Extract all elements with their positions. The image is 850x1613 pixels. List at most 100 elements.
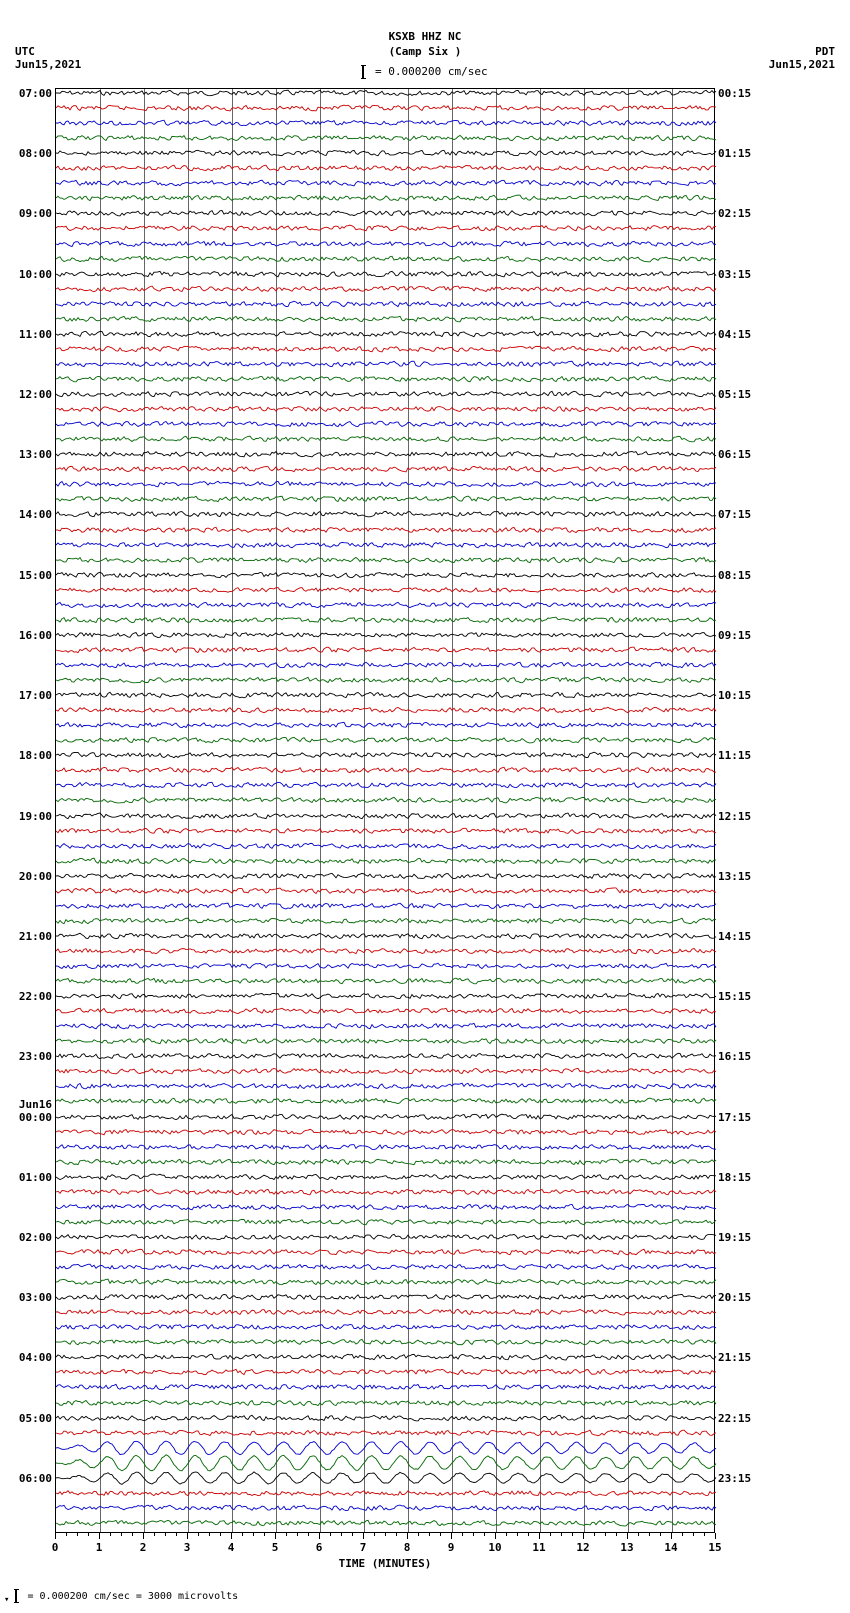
seismic-trace bbox=[56, 823, 714, 839]
utc-hour-label: 02:00 bbox=[19, 1231, 52, 1244]
pdt-hour-label: 07:15 bbox=[718, 508, 751, 521]
seismic-trace bbox=[56, 627, 714, 643]
seismic-trace bbox=[56, 326, 714, 342]
utc-hour-label: 01:00 bbox=[19, 1171, 52, 1184]
x-tick-minor bbox=[374, 1533, 375, 1536]
seismic-trace bbox=[56, 401, 714, 417]
utc-hour-label: 13:00 bbox=[19, 448, 52, 461]
seismic-trace bbox=[56, 928, 714, 944]
x-tick bbox=[275, 1533, 276, 1539]
seismic-trace bbox=[56, 160, 714, 176]
x-tick-minor bbox=[572, 1533, 573, 1536]
x-tick-label: 14 bbox=[664, 1541, 677, 1554]
utc-hour-label: 17:00 bbox=[19, 689, 52, 702]
pdt-hour-label: 01:15 bbox=[718, 147, 751, 160]
utc-hour-label: 04:00 bbox=[19, 1351, 52, 1364]
x-tick bbox=[495, 1533, 496, 1539]
seismic-trace bbox=[56, 717, 714, 733]
seismic-trace bbox=[56, 747, 714, 763]
utc-hour-label: 20:00 bbox=[19, 870, 52, 883]
x-tick-minor bbox=[484, 1533, 485, 1536]
x-tick-label: 10 bbox=[488, 1541, 501, 1554]
utc-hour-label: 22:00 bbox=[19, 990, 52, 1003]
seismic-trace bbox=[56, 537, 714, 553]
pdt-hour-label: 13:15 bbox=[718, 870, 751, 883]
utc-hour-label: 16:00 bbox=[19, 629, 52, 642]
pdt-hour-label: 20:15 bbox=[718, 1291, 751, 1304]
seismic-trace bbox=[56, 100, 714, 116]
x-axis: TIME (MINUTES) 0123456789101112131415 bbox=[55, 1533, 715, 1563]
x-tick-minor bbox=[561, 1533, 562, 1536]
seismic-trace bbox=[56, 1440, 714, 1456]
x-tick bbox=[231, 1533, 232, 1539]
x-tick-minor bbox=[660, 1533, 661, 1536]
x-axis-label: TIME (MINUTES) bbox=[55, 1557, 715, 1570]
pdt-hour-label: 10:15 bbox=[718, 689, 751, 702]
seismic-trace bbox=[56, 356, 714, 372]
utc-hour-label: 08:00 bbox=[19, 147, 52, 160]
seismic-trace bbox=[56, 461, 714, 477]
utc-hour-label: 18:00 bbox=[19, 749, 52, 762]
scale-reference: = 0.000200 cm/sec bbox=[0, 65, 850, 79]
seismic-trace bbox=[56, 1078, 714, 1094]
seismic-trace bbox=[56, 702, 714, 718]
x-tick-minor bbox=[341, 1533, 342, 1536]
x-tick-minor bbox=[264, 1533, 265, 1536]
utc-hour-label: 07:00 bbox=[19, 87, 52, 100]
seismic-trace bbox=[56, 1410, 714, 1426]
x-tick-minor bbox=[308, 1533, 309, 1536]
utc-hour-label: 06:00 bbox=[19, 1472, 52, 1485]
pdt-hour-label: 05:15 bbox=[718, 388, 751, 401]
seismic-trace bbox=[56, 762, 714, 778]
seismic-trace bbox=[56, 913, 714, 929]
seismic-trace bbox=[56, 1139, 714, 1155]
x-tick-minor bbox=[352, 1533, 353, 1536]
seismic-trace bbox=[56, 672, 714, 688]
x-tick-label: 6 bbox=[316, 1541, 323, 1554]
x-tick bbox=[671, 1533, 672, 1539]
seismic-trace bbox=[56, 1349, 714, 1365]
seismic-trace bbox=[56, 567, 714, 583]
seismic-trace bbox=[56, 777, 714, 793]
seismic-trace bbox=[56, 1319, 714, 1335]
seismic-trace bbox=[56, 371, 714, 387]
x-tick-minor bbox=[649, 1533, 650, 1536]
x-tick bbox=[451, 1533, 452, 1539]
day-label: Jun16 bbox=[19, 1098, 52, 1111]
seismic-trace bbox=[56, 386, 714, 402]
seismic-trace bbox=[56, 898, 714, 914]
x-tick-minor bbox=[418, 1533, 419, 1536]
seismic-trace bbox=[56, 958, 714, 974]
utc-hour-label: 12:00 bbox=[19, 388, 52, 401]
utc-hour-label: 00:00 bbox=[19, 1111, 52, 1124]
x-tick-minor bbox=[330, 1533, 331, 1536]
seismic-trace bbox=[56, 1033, 714, 1049]
seismic-trace bbox=[56, 1425, 714, 1441]
scale-bar-icon bbox=[362, 65, 364, 79]
seismic-trace bbox=[56, 597, 714, 613]
date-left: Jun15,2021 bbox=[15, 58, 81, 71]
pdt-time-labels: 00:1501:1502:1503:1504:1505:1506:1507:15… bbox=[715, 88, 835, 1533]
x-tick-label: 0 bbox=[52, 1541, 59, 1554]
x-tick-minor bbox=[704, 1533, 705, 1536]
seismic-trace bbox=[56, 642, 714, 658]
x-tick-minor bbox=[440, 1533, 441, 1536]
x-tick-minor bbox=[286, 1533, 287, 1536]
x-tick bbox=[143, 1533, 144, 1539]
x-tick-minor bbox=[132, 1533, 133, 1536]
x-tick-minor bbox=[528, 1533, 529, 1536]
seismic-trace bbox=[56, 1199, 714, 1215]
seismic-trace bbox=[56, 687, 714, 703]
seismic-trace bbox=[56, 175, 714, 191]
seismic-trace bbox=[56, 1289, 714, 1305]
seismic-trace bbox=[56, 251, 714, 267]
x-tick-label: 3 bbox=[184, 1541, 191, 1554]
pdt-hour-label: 08:15 bbox=[718, 569, 751, 582]
x-tick-minor bbox=[176, 1533, 177, 1536]
x-tick-label: 15 bbox=[708, 1541, 721, 1554]
pdt-hour-label: 02:15 bbox=[718, 207, 751, 220]
utc-hour-label: 11:00 bbox=[19, 328, 52, 341]
seismic-trace bbox=[56, 522, 714, 538]
seismic-trace bbox=[56, 145, 714, 161]
x-tick bbox=[99, 1533, 100, 1539]
